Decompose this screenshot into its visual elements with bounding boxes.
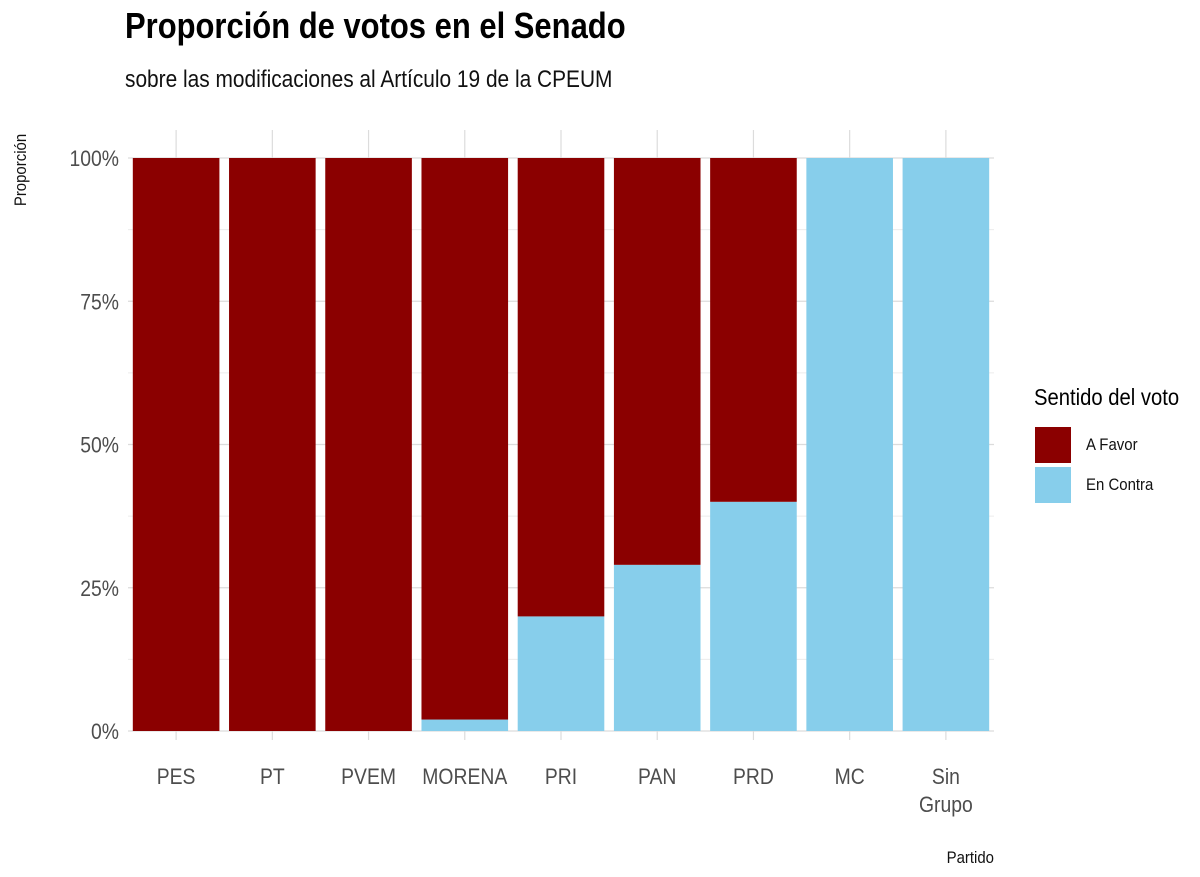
chart-subtitle: sobre las modificaciones al Artículo 19 … [125,66,613,93]
bar-prd-en-contra [710,501,797,731]
y-tick-label: 25% [80,577,119,601]
bar-sin-grupo-en-contra [902,158,990,731]
legend-item-en-contra: En Contra [1034,467,1199,507]
y-tick-labels: 0% 25% 50% 75% 100% [69,147,119,744]
y-tick-label: 50% [80,433,119,457]
x-tick-label-pvem: PVEM [341,765,396,789]
x-axis-label: Partido [947,849,994,867]
x-tick-label-pri: PRI [545,765,577,789]
legend-key-a-favor [1035,427,1071,463]
bar-pes-a-favor [132,158,220,731]
bar-pan-a-favor [613,158,701,565]
y-tick-label: 0% [91,720,119,744]
bars [132,158,990,731]
bar-pri-en-contra [517,616,605,731]
y-axis-label: Proporción [12,134,30,206]
bar-mc-en-contra [806,158,893,731]
x-tick-label-prd: PRD [733,765,774,789]
x-tick-label-pan: PAN [638,765,676,789]
bar-pvem-a-favor [325,158,412,731]
legend-label-en-contra: En Contra [1086,475,1154,494]
x-tick-label-mc: MC [835,765,865,789]
chart-title: Proporción de votos en el Senado [125,5,626,46]
x-tick-label-morena: MORENA [422,765,507,789]
x-tick-label-pt: PT [260,765,285,789]
bar-pri-a-favor [517,158,605,617]
y-tick-label: 75% [80,290,119,314]
bar-morena-en-contra [421,719,509,731]
legend-item-a-favor: A Favor [1034,427,1199,467]
bar-prd-a-favor [710,158,797,502]
legend: Sentido del voto A Favor En Contra [1034,384,1199,507]
y-tick-label: 100% [69,147,119,171]
x-tick-labels: PES PT PVEM MORENA PRI PAN PRD MC Sin Grupo [157,765,973,817]
legend-key-en-contra [1035,467,1071,503]
legend-title: Sentido del voto [1034,384,1180,410]
x-tick-label-pes: PES [157,765,196,789]
bar-pan-en-contra [613,564,701,731]
bar-pt-a-favor [229,158,316,731]
legend-label-a-favor: A Favor [1086,435,1138,454]
bar-morena-a-favor [421,158,509,720]
x-tick-label-sin-grupo: Sin Grupo [919,765,973,817]
